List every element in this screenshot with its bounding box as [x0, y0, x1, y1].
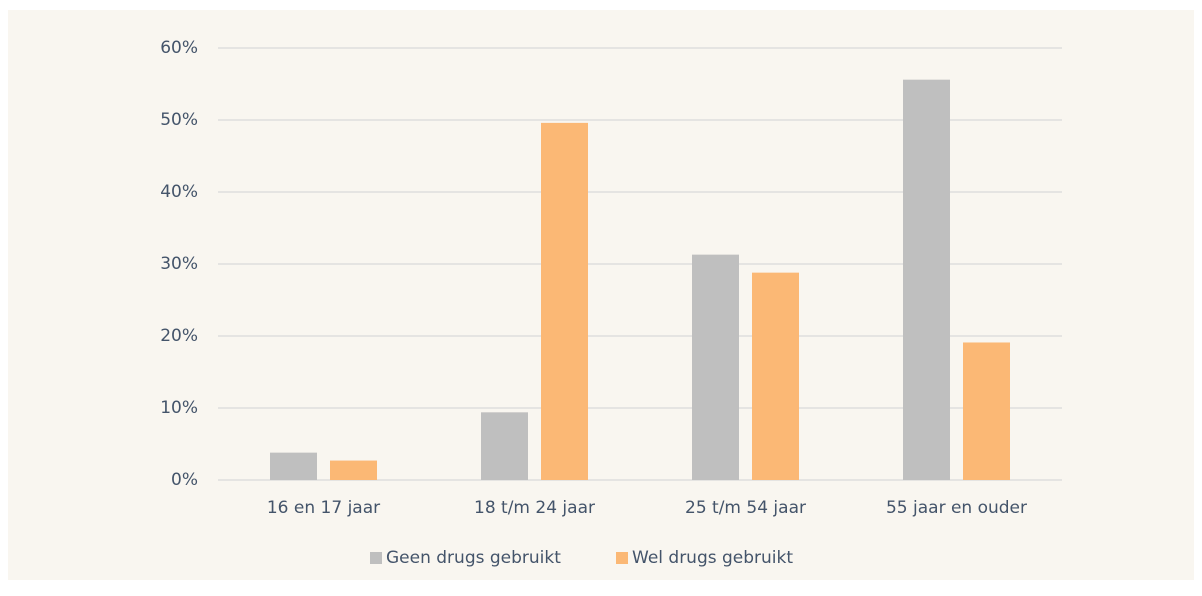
x-tick-label: 55 jaar en ouder — [886, 498, 1027, 518]
y-tick-label: 10% — [160, 398, 198, 418]
legend-label: Wel drugs gebruikt — [632, 548, 793, 568]
bar — [330, 460, 377, 480]
bar — [541, 122, 588, 480]
bar — [752, 272, 799, 480]
y-tick-label: 50% — [160, 110, 198, 130]
legend-swatch — [616, 552, 628, 564]
bar — [963, 342, 1010, 480]
legend-label: Geen drugs gebruikt — [386, 548, 561, 568]
bar — [903, 79, 950, 481]
y-tick-label: 30% — [160, 254, 198, 274]
chart-background — [8, 10, 1194, 580]
y-tick-label: 60% — [160, 38, 198, 58]
x-tick-label: 25 t/m 54 jaar — [685, 498, 806, 518]
bar — [692, 254, 739, 480]
y-tick-label: 20% — [160, 326, 198, 346]
bar — [270, 452, 317, 480]
x-tick-label: 18 t/m 24 jaar — [474, 498, 595, 518]
y-tick-label: 0% — [171, 470, 198, 490]
legend-swatch — [370, 552, 382, 564]
x-tick-label: 16 en 17 jaar — [267, 498, 380, 518]
bar — [481, 412, 528, 480]
y-tick-label: 40% — [160, 182, 198, 202]
